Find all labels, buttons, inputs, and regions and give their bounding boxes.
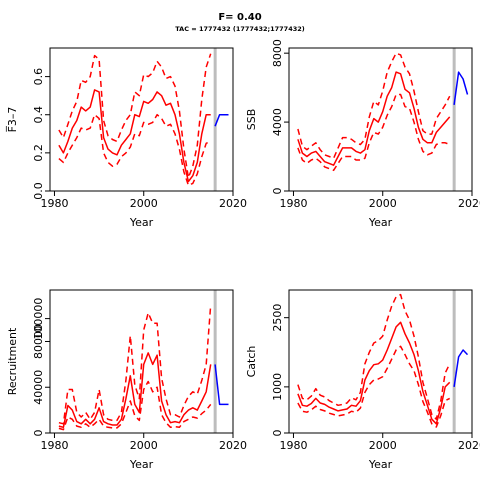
figure-title: F= 0.40 xyxy=(218,12,261,23)
catch-plot-frame xyxy=(288,289,473,434)
catch-forecast-line xyxy=(453,349,469,388)
ssb-plot-frame xyxy=(288,47,473,192)
panel-f: 1980 2000 2020 0.0 0.2 0.4 0.6 Year F̅3–7 xyxy=(6,47,247,229)
catch-upper-line xyxy=(297,293,451,420)
ssb-estimate-line xyxy=(297,71,451,166)
recruitment-x-tick-label: 2020 xyxy=(219,439,247,452)
f-y-tick-label: 0.2 xyxy=(32,144,45,162)
ssb-upper-line xyxy=(297,52,451,160)
ssb-x-tick-label: 2000 xyxy=(369,197,397,210)
catch-y-tick-label: 0 xyxy=(271,430,284,437)
recruitment-y-tick-label: 80000 xyxy=(32,324,45,359)
recruitment-estimate-line xyxy=(58,352,212,429)
f-x-axis-label: Year xyxy=(129,216,154,229)
ssb-lower-line xyxy=(297,93,450,172)
ssb-x-tick-label: 2020 xyxy=(458,197,480,210)
catch-y-axis-label: Catch xyxy=(245,346,258,378)
recruitment-x-tick-label: 1980 xyxy=(40,439,68,452)
catch-x-axis-label: Year xyxy=(368,458,393,471)
catch-lower-line xyxy=(297,345,451,428)
recruitment-y-tick-label: 0 xyxy=(32,430,45,437)
f-y-tick-label: 0.0 xyxy=(32,182,45,200)
panel-catch: 1980 2000 2020 0 1000 2500 Year Catch xyxy=(245,289,480,471)
f-y-tick-label: 0.4 xyxy=(32,106,45,124)
ssb-y-tick-label: 0 xyxy=(271,188,284,195)
f-x-tick-label: 2020 xyxy=(219,197,247,210)
ssb-x-axis-label: Year xyxy=(368,216,393,229)
figure-subtitle: TAC = 1777432 (1777432;1777432) xyxy=(175,25,305,33)
catch-x-tick-label: 1980 xyxy=(279,439,307,452)
recruitment-x-axis-label: Year xyxy=(129,458,154,471)
f-x-tick-label: 2000 xyxy=(130,197,158,210)
catch-estimate-line xyxy=(297,321,451,425)
recruitment-lower-line xyxy=(58,380,212,431)
recruitment-x-tick-label: 2000 xyxy=(130,439,158,452)
recruitment-y-tick-label: 100000 xyxy=(32,298,45,340)
f-y-axis-label: F̅3–7 xyxy=(6,107,19,133)
ssb-y-tick-label: 8000 xyxy=(271,39,284,67)
ssb-y-axis-label: SSB xyxy=(245,109,258,131)
recruitment-y-axis-label: Recruitment xyxy=(6,327,19,395)
ssb-x-tick-label: 1980 xyxy=(279,197,307,210)
recruitment-upper-line xyxy=(58,304,212,425)
ssb-forecast-line xyxy=(453,71,469,106)
f-forecast-line xyxy=(214,113,229,127)
ssb-y-tick-label: 4000 xyxy=(271,108,284,136)
f-x-tick-label: 1980 xyxy=(40,197,68,210)
catch-x-tick-label: 2020 xyxy=(458,439,480,452)
catch-x-tick-label: 2000 xyxy=(369,439,397,452)
recruitment-forecast-line xyxy=(214,364,229,406)
recruitment-plot-frame xyxy=(49,289,234,434)
f-y-tick-label: 0.6 xyxy=(32,68,45,86)
f-upper-line xyxy=(58,53,212,179)
f-estimate-line xyxy=(58,89,211,183)
recruitment-y-tick-label: 40000 xyxy=(32,370,45,405)
catch-y-tick-label: 1000 xyxy=(271,373,284,401)
catch-y-tick-label: 2500 xyxy=(271,304,284,332)
f-plot-frame xyxy=(49,47,234,192)
panel-ssb: 1980 2000 2020 0 4000 8000 Year SSB xyxy=(245,39,480,229)
